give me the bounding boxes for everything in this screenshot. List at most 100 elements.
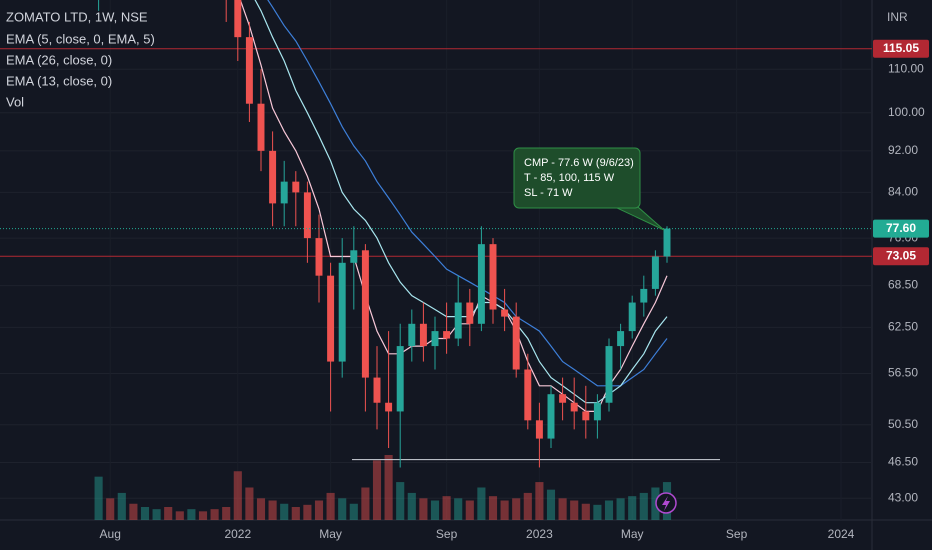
volume-bar <box>210 509 219 520</box>
candle-body <box>361 250 369 378</box>
x-tick-label: Sep <box>436 527 458 541</box>
y-tick-label: 62.50 <box>888 320 918 334</box>
volume-bar <box>152 509 161 520</box>
legend-entry: EMA (13, close, 0) <box>6 73 112 88</box>
y-tick-label: 56.50 <box>888 366 918 380</box>
candle-body <box>443 331 451 339</box>
candle-body <box>524 369 532 421</box>
volume-bar <box>175 511 184 520</box>
annotation-text: T - 85, 100, 115 W <box>524 172 615 184</box>
candle-body <box>570 402 578 412</box>
x-tick-label: May <box>621 527 644 541</box>
volume-bar <box>488 496 498 520</box>
volume-bar <box>372 460 382 520</box>
volume-bar <box>140 507 150 520</box>
volume-bar <box>396 482 405 520</box>
price-tag-label: 77.60 <box>886 221 916 235</box>
price-tag <box>873 39 929 58</box>
alert-bolt <box>662 496 670 511</box>
volume-bar <box>245 487 254 520</box>
volume-bar <box>454 498 463 520</box>
candle-body <box>292 181 300 193</box>
volume-bar <box>616 498 625 520</box>
volume-bar <box>419 498 428 520</box>
candle-body <box>396 346 404 412</box>
volume-bar <box>338 498 347 520</box>
annotation: CMP - 77.6 W (9/6/23) T - 85, 100, 115 W… <box>513 147 665 231</box>
candle-body <box>338 262 346 362</box>
currency-label: INR <box>887 10 908 24</box>
volume-bar <box>628 496 637 520</box>
volume-bar <box>349 503 358 520</box>
volume-bar <box>222 507 231 520</box>
candle-body <box>617 331 625 347</box>
candle-body <box>501 309 509 317</box>
y-tick-label: 68.50 <box>888 278 918 292</box>
volume-bar <box>291 507 300 520</box>
candle-body <box>535 420 543 439</box>
candle-body <box>605 346 613 403</box>
volume-bar <box>477 487 486 520</box>
volume-bar <box>465 500 474 520</box>
volume-bar <box>268 500 277 520</box>
x-tick-label: 2024 <box>828 527 855 541</box>
y-tick-label: 100.00 <box>888 105 925 119</box>
candle-body <box>466 302 474 324</box>
plot-area <box>0 0 872 520</box>
candle-body <box>385 402 393 412</box>
y-tick-label: 110.00 <box>888 61 924 75</box>
volume-bar <box>430 500 440 520</box>
candle-body <box>582 411 590 421</box>
candle-body <box>234 0 242 38</box>
volume-bar <box>442 496 451 520</box>
volume-bar <box>106 498 115 520</box>
x-tick-label: 2023 <box>526 527 553 541</box>
annotation-text: SL - 71 W <box>524 187 573 199</box>
volume-bar <box>500 500 509 520</box>
legend-entry: EMA (5, close, 0, EMA, 5) <box>6 31 155 46</box>
volume-bar <box>384 455 393 520</box>
x-tick-label: 2022 <box>224 527 251 541</box>
candle-body <box>559 394 567 403</box>
volume-bar <box>187 509 196 520</box>
volume-bar <box>198 511 208 520</box>
candle-body <box>350 250 358 263</box>
chart-title: ZOMATO LTD, 1W, NSE <box>6 9 148 24</box>
ema-line <box>267 0 668 387</box>
price-tag-label: 115.05 <box>883 41 919 55</box>
volume-bar <box>639 492 648 520</box>
x-tick-label: May <box>319 527 342 541</box>
candle-body <box>408 323 416 347</box>
volume-bar <box>546 489 556 520</box>
candle-body <box>640 288 648 303</box>
candle-body <box>547 394 555 439</box>
candle-body <box>245 37 253 104</box>
axes: 43.0046.5050.5056.5062.5068.5076.0084.00… <box>100 39 929 541</box>
candle-body <box>315 238 323 276</box>
volume-bar <box>407 492 416 520</box>
candle-body <box>489 244 497 310</box>
volume-bar <box>512 498 521 520</box>
volume-bar <box>593 504 602 520</box>
candle-body <box>431 331 439 347</box>
candle-body <box>269 150 277 204</box>
volume-bar <box>314 500 324 520</box>
candle-body <box>303 192 311 239</box>
candle-body <box>373 377 381 403</box>
candle-body <box>512 316 520 370</box>
volume-bar <box>233 471 242 520</box>
volume-bar <box>117 492 126 520</box>
alert-icon[interactable] <box>655 492 677 514</box>
volume-bar <box>129 503 138 520</box>
volume-bar <box>164 507 173 520</box>
y-tick-label: 46.50 <box>888 455 918 469</box>
y-tick-label: 92.00 <box>888 143 918 157</box>
volume-bar <box>361 487 370 520</box>
candle-body <box>280 181 288 204</box>
x-tick-label: Sep <box>726 527 748 541</box>
x-tick-label: Aug <box>100 527 121 541</box>
volume-bar <box>303 504 312 520</box>
candle-body <box>651 256 659 289</box>
candle-body <box>419 323 427 347</box>
price-tag-label: 73.05 <box>886 248 916 262</box>
